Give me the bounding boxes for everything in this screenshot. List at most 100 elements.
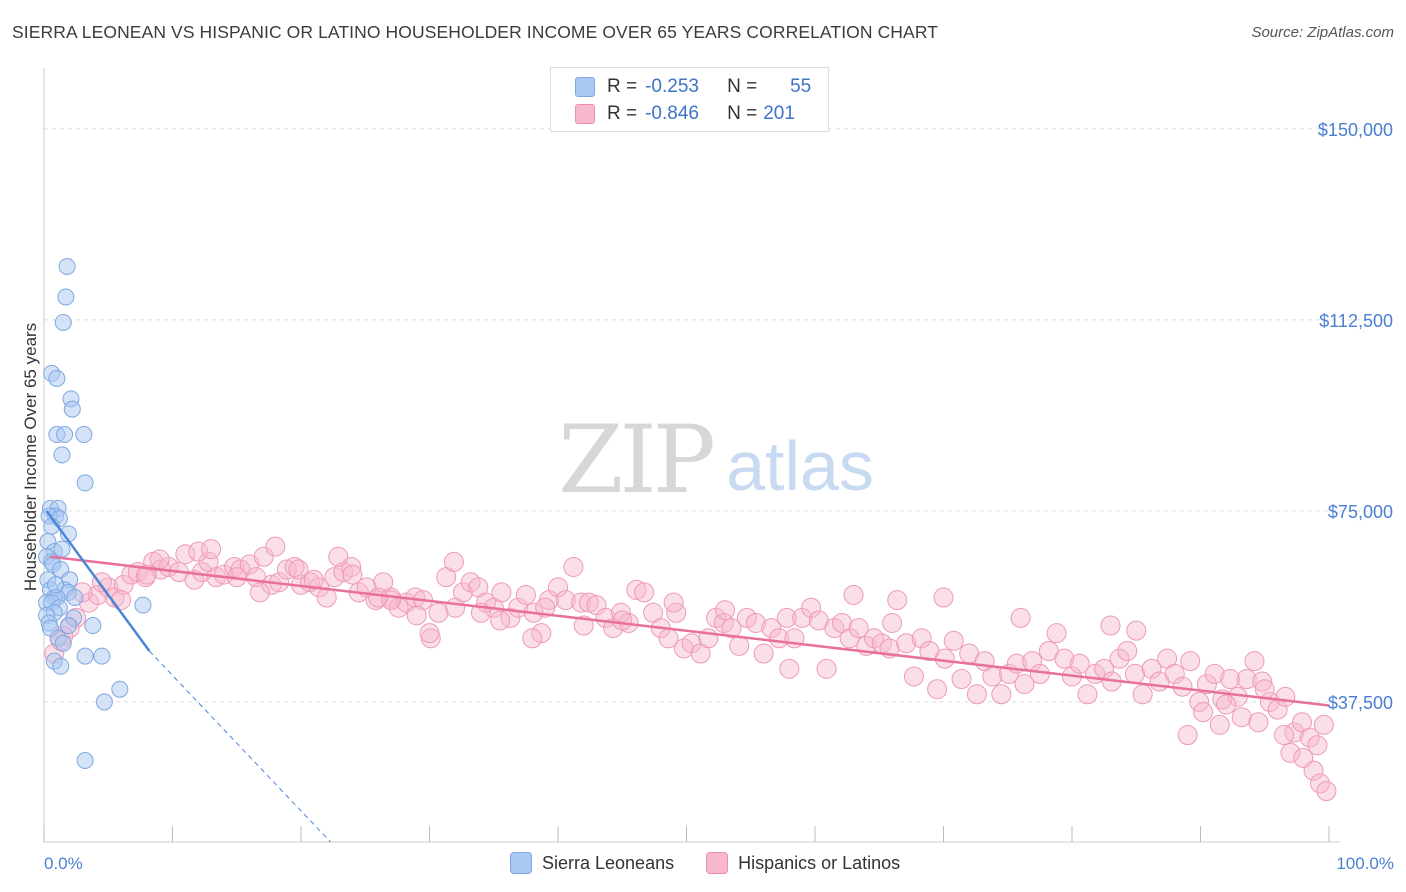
hispanic-point	[1220, 669, 1241, 690]
hispanic-point	[1303, 760, 1324, 781]
hispanic-point	[1010, 607, 1031, 628]
hispanic-point	[1180, 651, 1201, 672]
hispanic-point	[1216, 694, 1237, 715]
hispanic-point	[1275, 686, 1296, 707]
hispanic-point	[91, 572, 112, 593]
legend-n-value: 55	[790, 76, 812, 97]
y-tick-label: $112,500	[1319, 311, 1393, 331]
hispanic-point	[951, 669, 972, 690]
legend-row-hispanics: R = -0.846 N = 201	[575, 101, 803, 127]
hispanic-point	[531, 623, 552, 644]
hispanic-point	[1077, 684, 1098, 705]
correlation-legend: R = -0.253 N = 55 R = -0.846 N = 201	[550, 67, 829, 132]
hispanic-point	[1109, 648, 1130, 669]
hispanic-point	[303, 569, 324, 590]
hispanic-point	[1117, 641, 1138, 661]
hispanic-point	[276, 559, 297, 580]
hispanic-point	[903, 666, 924, 687]
sierra-leonean-point	[134, 596, 152, 614]
y-tick-label: $75,000	[1328, 502, 1393, 522]
sierra-leonean-point	[84, 617, 102, 635]
hispanic-point	[887, 590, 908, 611]
hispanic-point	[1252, 671, 1273, 692]
sierra-leonean-point	[76, 474, 94, 492]
hispanic-point	[816, 658, 837, 679]
legend-r-label: R =	[607, 76, 638, 97]
sierra-leonean-point	[63, 400, 81, 418]
legend-item-hispanics[interactable]: Hispanics or Latinos	[706, 852, 900, 874]
hispanic-point	[943, 630, 964, 651]
hispanic-point	[848, 618, 869, 639]
hispanic-point	[991, 684, 1012, 705]
legend-item-sierra-leoneans[interactable]: Sierra Leoneans	[510, 852, 674, 874]
hispanic-point	[555, 590, 576, 611]
sierra-leonean-point	[53, 446, 71, 464]
hispanic-point	[249, 582, 270, 603]
hispanic-point	[419, 623, 440, 644]
x-tick-label: 0.0%	[44, 854, 83, 873]
trend-lines	[45, 510, 1330, 843]
legend-r-label: R =	[607, 103, 638, 124]
hispanic-point	[1231, 707, 1252, 728]
sierra-leonean-trend-extension	[149, 650, 331, 843]
hispanic-point	[1046, 623, 1067, 644]
hispanic-point	[779, 658, 800, 679]
hispanic-point	[934, 648, 955, 669]
hispanic-point	[612, 610, 633, 631]
hispanic-point	[663, 592, 684, 613]
hispanic-point	[1316, 781, 1337, 802]
sierra-leonean-point	[56, 426, 74, 444]
hispanic-point	[1313, 714, 1334, 735]
hispanic-point	[966, 684, 987, 705]
hispanic-point	[745, 612, 766, 633]
x-tick-label: 100.0%	[1336, 854, 1394, 873]
hispanic-point	[175, 544, 196, 565]
hispanic-point	[445, 597, 466, 618]
legend-n-label: N =	[727, 76, 758, 97]
series-legend: Sierra Leoneans Hispanics or Latinos	[510, 852, 932, 874]
legend-r-value: -0.846	[645, 103, 699, 124]
sierra-leonean-point	[111, 680, 129, 698]
legend-n-label: N =	[727, 103, 758, 124]
hispanic-point	[1164, 663, 1185, 684]
sierra-leonean-point	[52, 657, 70, 675]
hispanic-point	[1193, 702, 1214, 723]
sierra-leonean-point	[93, 647, 111, 665]
hispanic-point	[1029, 663, 1050, 684]
hispanic-point	[535, 597, 556, 618]
hispanic-point	[368, 587, 389, 608]
hispanic-point	[1196, 674, 1217, 695]
hispanic-point	[1124, 663, 1145, 684]
y-axis-label: Householder Income Over 65 years	[21, 323, 40, 591]
chart-source: Source: ZipAtlas.com	[1251, 24, 1394, 41]
hispanic-point	[428, 602, 449, 623]
hispanic-point	[1014, 674, 1035, 695]
hispanic-point	[1299, 727, 1320, 748]
hispanic-point	[1177, 725, 1198, 746]
legend-swatch-blue	[575, 77, 595, 97]
sierra-leonean-trend-line	[45, 510, 151, 652]
hispanic-point	[328, 546, 349, 567]
hispanic-point	[1244, 651, 1265, 672]
sierra-leonean-point	[48, 370, 66, 388]
hispanic-point	[1126, 620, 1147, 641]
sierra-leonean-point	[53, 540, 71, 558]
hispanic-point	[284, 556, 305, 577]
watermark-zip: ZIP	[558, 406, 712, 515]
hispanic-point	[761, 618, 782, 639]
hispanic-point	[149, 549, 170, 570]
hispanic-point	[288, 559, 309, 580]
hispanic-point	[1054, 648, 1075, 669]
hispanic-point	[843, 584, 864, 605]
hispanic-point	[634, 582, 655, 603]
hispanic-trend-line	[50, 555, 1330, 707]
y-tick-label: $37,500	[1328, 693, 1393, 713]
hispanic-point	[753, 643, 774, 664]
hispanic-point	[1248, 712, 1269, 733]
tick-labels: $37,500 $75,000 $112,500 $150,000 0.0% 100.0%	[44, 120, 1394, 873]
hispanic-point	[1100, 615, 1121, 636]
hispanic-point	[443, 551, 464, 572]
hispanic-point	[1132, 684, 1153, 705]
hispanic-point	[729, 635, 750, 656]
hispanic-point	[626, 579, 647, 600]
